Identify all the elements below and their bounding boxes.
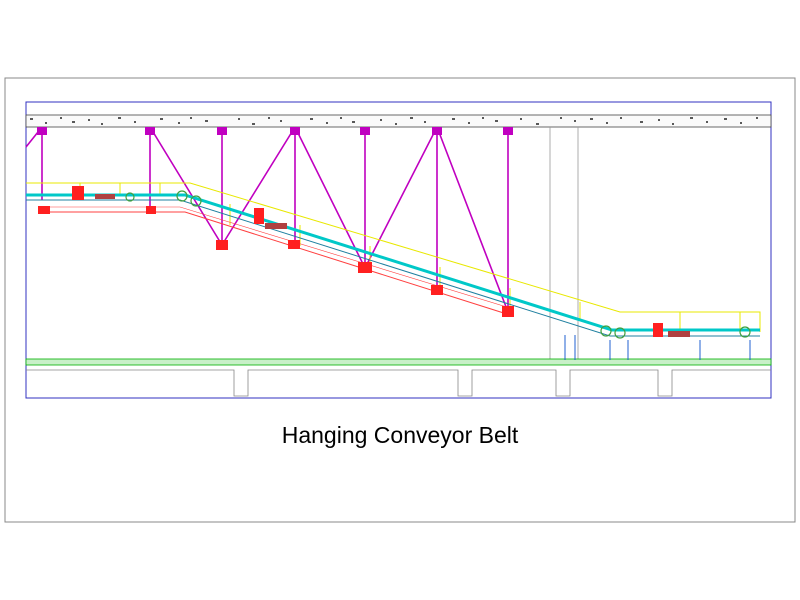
drawing-frame <box>25 101 772 399</box>
ceiling-slab <box>25 114 772 128</box>
conveyor <box>26 182 761 360</box>
pulleys <box>125 190 751 339</box>
conveyor-drives <box>38 186 690 337</box>
sheet-border <box>4 77 796 523</box>
columns <box>549 127 579 360</box>
drawing-title: Hanging Conveyor Belt <box>282 422 519 448</box>
hangers <box>25 126 509 313</box>
hanger-anchors <box>37 127 513 135</box>
floor <box>25 358 772 397</box>
